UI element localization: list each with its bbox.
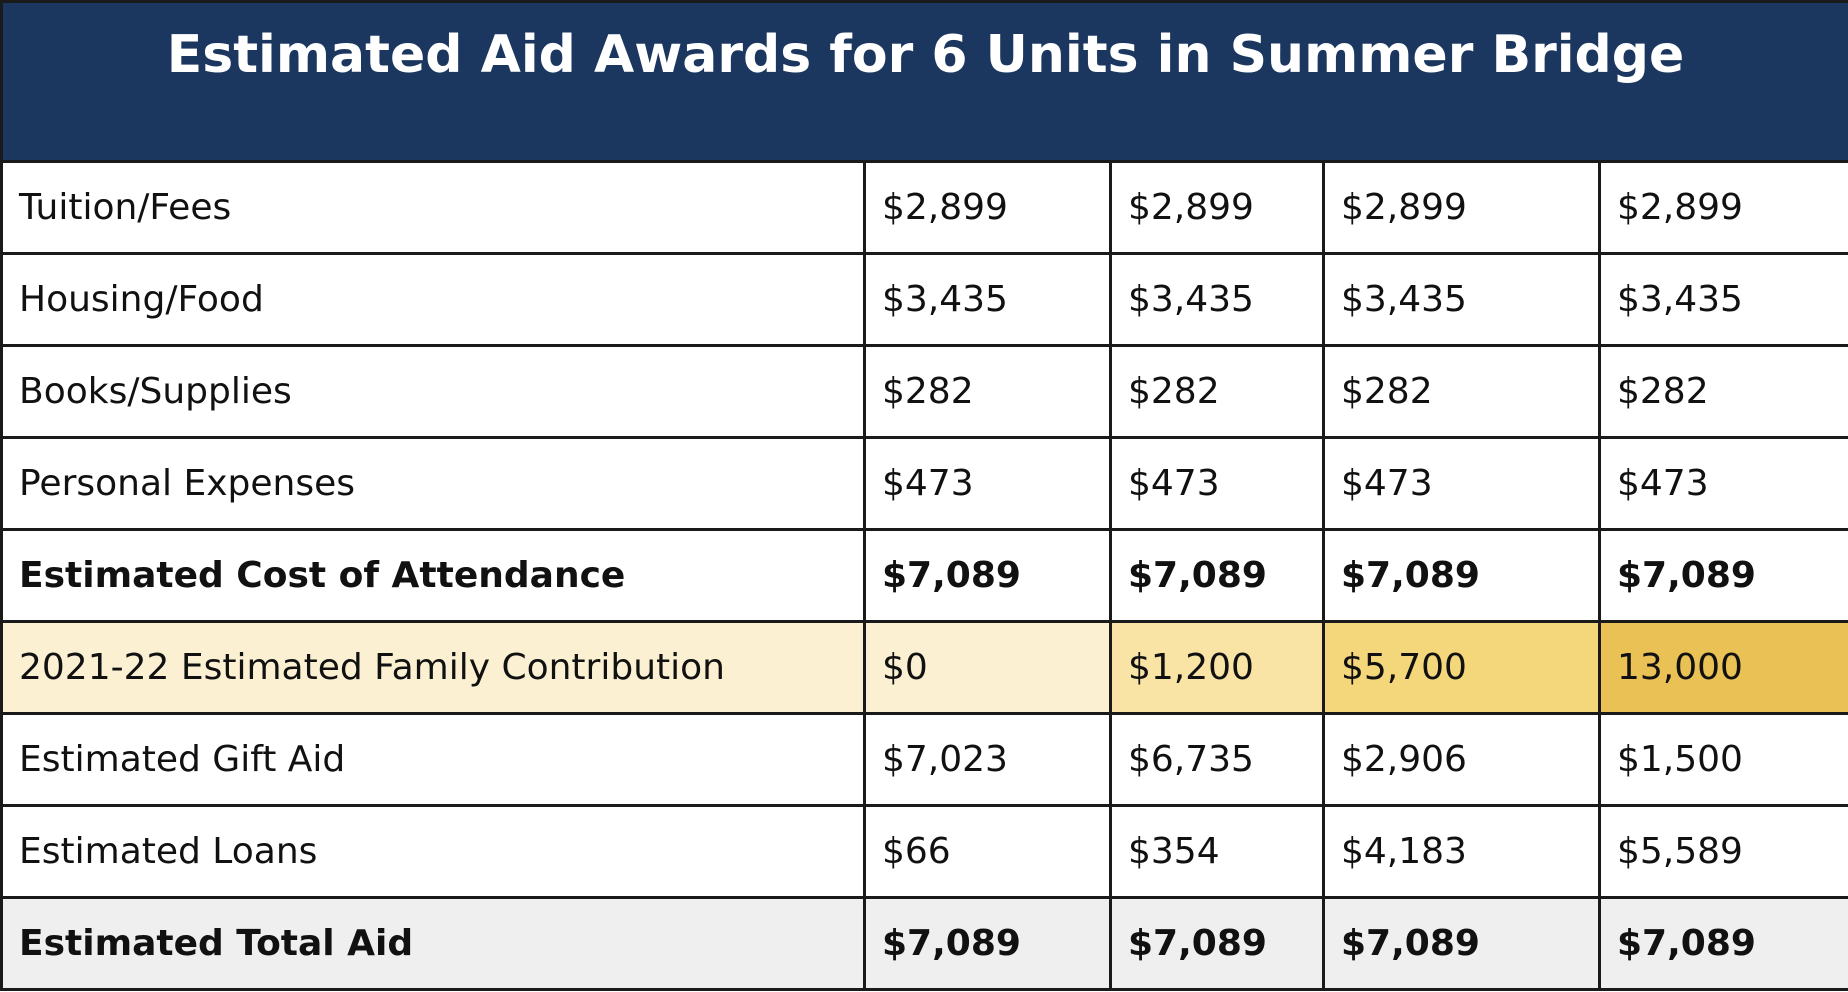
cell-value: $7,089 [1109, 528, 1325, 623]
row-label: Estimated Loans [0, 804, 866, 899]
cell-value: $354 [1109, 804, 1325, 899]
cell-value: $282 [1598, 344, 1848, 439]
cell-value: $1,200 [1109, 620, 1325, 715]
row-label: Estimated Cost of Attendance [0, 528, 866, 623]
row-estimated-cost-of-attendance: Estimated Cost of Attendance $7,089 $7,0… [0, 528, 1848, 623]
cell-value: $7,089 [1109, 896, 1325, 991]
row-estimated-total-aid: Estimated Total Aid $7,089 $7,089 $7,089… [0, 896, 1848, 991]
row-books-supplies: Books/Supplies $282 $282 $282 $282 [0, 344, 1848, 439]
cell-value: $5,700 [1322, 620, 1601, 715]
cell-value: $7,089 [863, 896, 1112, 991]
row-estimated-gift-aid: Estimated Gift Aid $7,023 $6,735 $2,906 … [0, 712, 1848, 807]
cell-value: $7,089 [1322, 896, 1601, 991]
cell-value: $2,899 [1598, 160, 1848, 255]
row-label: Estimated Total Aid [0, 896, 866, 991]
table-title: Estimated Aid Awards for 6 Units in Summ… [0, 0, 1848, 163]
row-estimated-loans: Estimated Loans $66 $354 $4,183 $5,589 [0, 804, 1848, 899]
cell-value: $4,183 [1322, 804, 1601, 899]
cell-value: $7,089 [1598, 896, 1848, 991]
cell-value: $3,435 [1109, 252, 1325, 347]
cell-value: $2,899 [1322, 160, 1601, 255]
row-label: Estimated Gift Aid [0, 712, 866, 807]
row-label: Housing/Food [0, 252, 866, 347]
cell-value: $7,023 [863, 712, 1112, 807]
cell-value: $282 [863, 344, 1112, 439]
cell-value: $6,735 [1109, 712, 1325, 807]
row-estimated-family-contribution: 2021-22 Estimated Family Contribution $0… [0, 620, 1848, 715]
row-label: 2021-22 Estimated Family Contribution [0, 620, 866, 715]
cell-value: $282 [1109, 344, 1325, 439]
row-label: Tuition/Fees [0, 160, 866, 255]
row-label: Personal Expenses [0, 436, 866, 531]
cell-value: $2,906 [1322, 712, 1601, 807]
cell-value: $0 [863, 620, 1112, 715]
row-housing-food: Housing/Food $3,435 $3,435 $3,435 $3,435 [0, 252, 1848, 347]
cell-value: $2,899 [1109, 160, 1325, 255]
cell-value: $473 [1598, 436, 1848, 531]
title-row: Estimated Aid Awards for 6 Units in Summ… [0, 0, 1848, 163]
cell-value: $7,089 [863, 528, 1112, 623]
row-tuition-fees: Tuition/Fees $2,899 $2,899 $2,899 $2,899 [0, 160, 1848, 255]
cell-value: $282 [1322, 344, 1601, 439]
cell-value: $2,899 [863, 160, 1112, 255]
cell-value: 13,000 [1598, 620, 1848, 715]
row-label: Books/Supplies [0, 344, 866, 439]
cell-value: $5,589 [1598, 804, 1848, 899]
row-personal-expenses: Personal Expenses $473 $473 $473 $473 [0, 436, 1848, 531]
cell-value: $473 [1322, 436, 1601, 531]
cell-value: $3,435 [863, 252, 1112, 347]
cell-value: $7,089 [1598, 528, 1848, 623]
cell-value: $3,435 [1598, 252, 1848, 347]
cell-value: $473 [863, 436, 1112, 531]
cell-value: $3,435 [1322, 252, 1601, 347]
cell-value: $1,500 [1598, 712, 1848, 807]
cell-value: $7,089 [1322, 528, 1601, 623]
cell-value: $66 [863, 804, 1112, 899]
cell-value: $473 [1109, 436, 1325, 531]
